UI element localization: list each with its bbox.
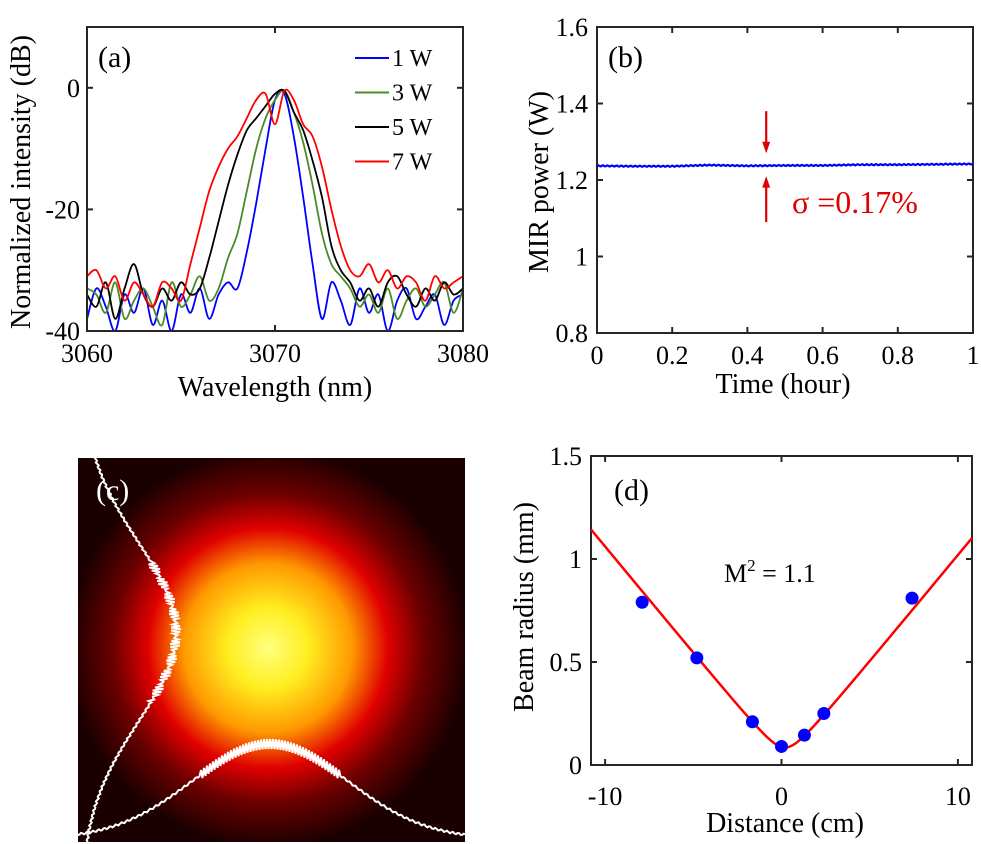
panel-d-m2-annotation: M2 = 1.1 — [724, 556, 816, 588]
panel-b-xtick-label: 0.6 — [806, 341, 839, 370]
panel-d-ytick-label: 0 — [569, 751, 582, 780]
vertical-intensity-profile — [85, 457, 182, 843]
panel-d-label: (d) — [614, 474, 649, 507]
panel-b-power-line — [596, 162, 974, 169]
panel-d-ylabel: Beam radius (mm) — [509, 502, 540, 712]
panel-a-series-4 — [87, 88, 463, 308]
panel-b-xlabel: Time (hour) — [715, 369, 850, 400]
panel-a-legend-label: 1 W — [392, 46, 433, 72]
panel-b-xtick-label: 0.8 — [882, 341, 915, 370]
panel-b-xtick-label: 1 — [967, 341, 980, 370]
panel-b-ytick-label: 1.6 — [556, 13, 589, 42]
panel-d-axes-box — [590, 455, 973, 766]
m2-base: M — [724, 559, 747, 588]
panel-b-ytick-label: 1.2 — [556, 166, 589, 195]
panel-a-legend-label: 7 W — [392, 150, 433, 176]
panel-a-ylabel: Normalized intensity (dB) — [6, 35, 37, 329]
panel-b-ytick-label: 1.4 — [556, 90, 589, 119]
panel-b-axes-box — [596, 26, 974, 334]
panel-d-data-point — [817, 707, 831, 720]
m2-value: = 1.1 — [756, 559, 816, 588]
panel-d-xtick-label: 0 — [775, 782, 788, 811]
panel-a-xtick-label: 3060 — [61, 339, 113, 368]
panel-a-axes-box — [86, 26, 464, 332]
panel-a-label: (a) — [98, 41, 131, 74]
panel-d-data-point — [775, 739, 788, 753]
down-arrow-icon — [762, 141, 771, 154]
up-arrow-icon — [762, 176, 771, 188]
panel-b-xtick-label: 0 — [591, 341, 604, 370]
panel-b-xtick-label: 0.2 — [656, 341, 689, 370]
panel-a-xlabel: Wavelength (nm) — [178, 372, 372, 403]
panel-d-ytick-label: 1.5 — [550, 442, 583, 471]
panel-b-sigma-annotation: σ =0.17% — [792, 184, 918, 220]
panel-b-ytick-label: 1 — [575, 243, 588, 272]
panel-b-ytick-label: 0.8 — [556, 319, 589, 348]
panel-d-ytick-label: 0.5 — [550, 648, 583, 677]
panel-a-ytick-label: -20 — [45, 195, 80, 224]
panel-a-legend-label: 5 W — [392, 115, 433, 141]
beam-spot-image — [78, 458, 465, 842]
panel-d-data-point — [745, 715, 759, 729]
panel-a-xtick-label: 3070 — [249, 339, 301, 368]
panel-d-data-point — [635, 595, 649, 609]
panel-d-data-point — [797, 728, 811, 742]
panel-d-data-point — [905, 591, 919, 605]
panel-b-ylabel: MIR power (W) — [524, 91, 555, 273]
panel-a-series-2 — [87, 89, 463, 327]
panel-b-label: (b) — [608, 41, 643, 74]
panel-a-ytick-label: 0 — [67, 74, 80, 103]
panel-d-data-point — [690, 651, 704, 665]
m2-sup: 2 — [747, 556, 756, 575]
panel-a-ytick-label: -40 — [45, 317, 80, 346]
horizontal-intensity-profile — [77, 738, 466, 837]
panel-d-xlabel: Distance (cm) — [706, 808, 864, 839]
panel-b-xtick-label: 0.4 — [731, 341, 764, 370]
panel-d-xtick-label: 10 — [945, 782, 971, 811]
panel-a-legend-label: 3 W — [392, 81, 433, 107]
panel-a-xtick-label: 3080 — [437, 339, 489, 368]
panel-d-ytick-label: 1 — [569, 545, 582, 574]
panel-d-xtick-label: -10 — [588, 782, 623, 811]
